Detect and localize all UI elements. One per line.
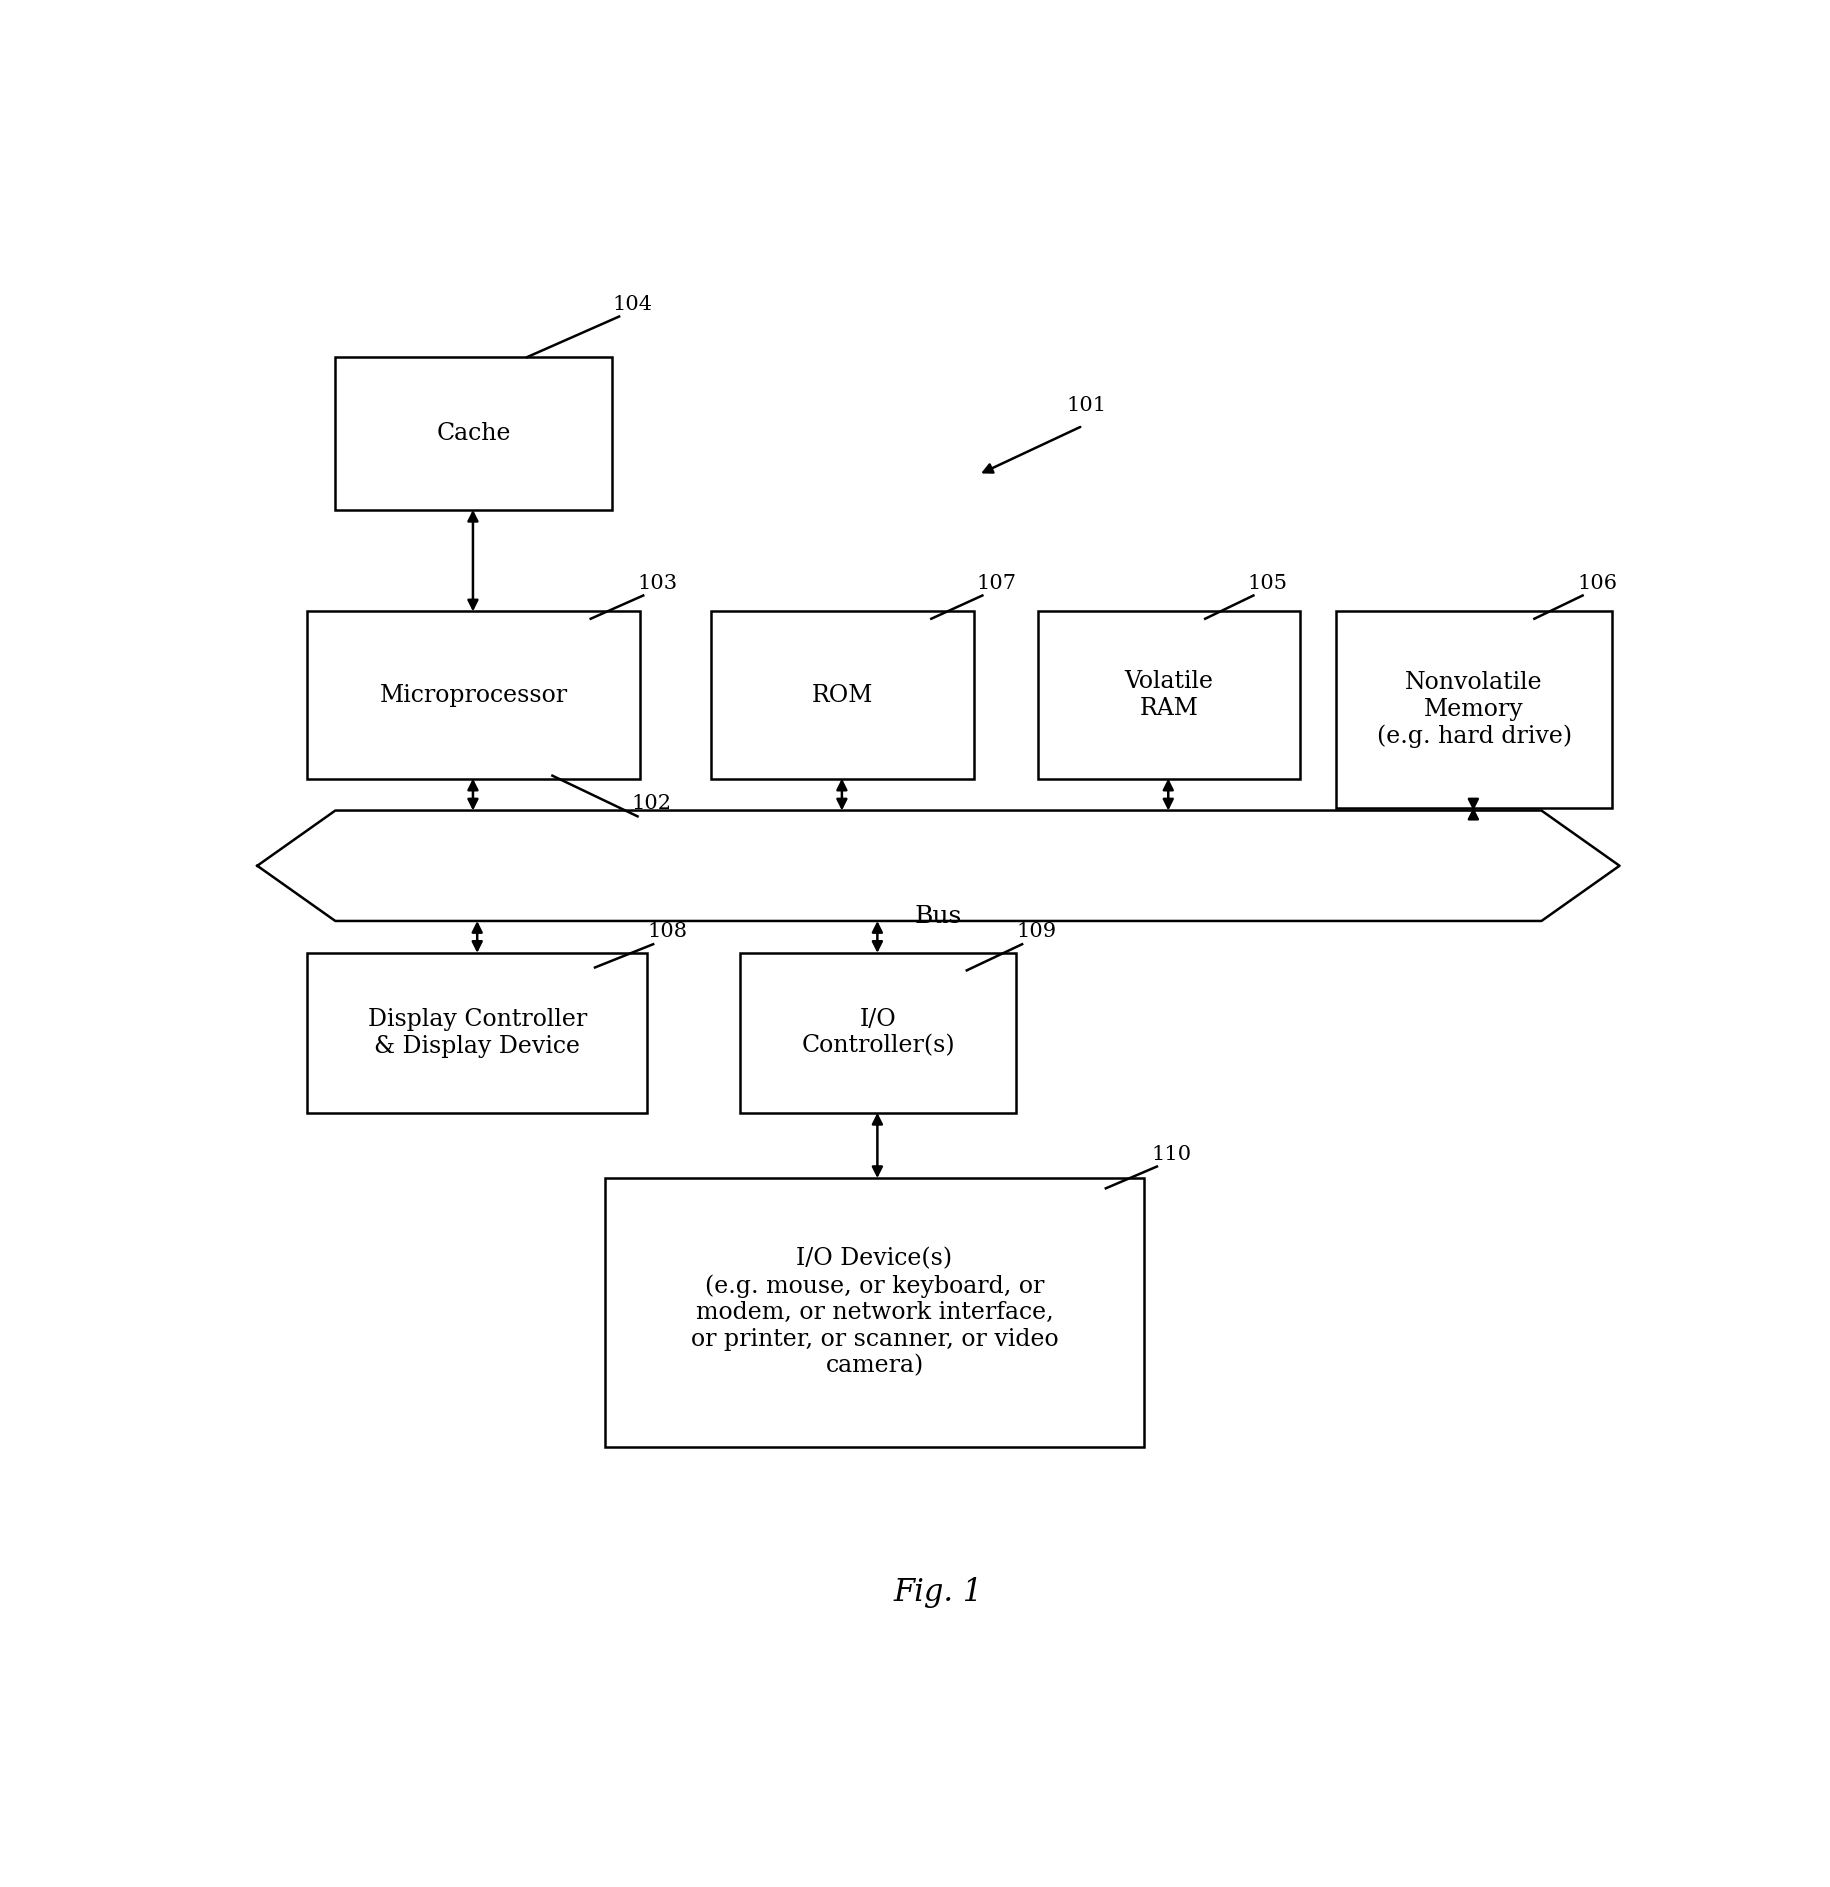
Text: Nonvolatile
Memory
(e.g. hard drive): Nonvolatile Memory (e.g. hard drive) [1376, 672, 1570, 747]
Text: Cache: Cache [436, 423, 511, 445]
Text: 104: 104 [611, 294, 651, 313]
Text: 102: 102 [631, 794, 672, 813]
Text: 105: 105 [1246, 574, 1286, 593]
Text: Fig. 1: Fig. 1 [893, 1578, 983, 1608]
Text: I/O Device(s)
(e.g. mouse, or keyboard, or
modem, or network interface,
or print: I/O Device(s) (e.g. mouse, or keyboard, … [690, 1247, 1058, 1378]
Text: Volatile
RAM: Volatile RAM [1124, 670, 1213, 719]
Text: 101: 101 [1065, 396, 1105, 415]
Text: Bus: Bus [915, 906, 961, 928]
Bar [710, 611, 974, 779]
Bar [739, 953, 1016, 1113]
Text: 106: 106 [1576, 574, 1616, 593]
Text: 108: 108 [648, 923, 686, 942]
Bar [335, 357, 611, 509]
Bar [604, 1177, 1144, 1447]
Text: ROM: ROM [811, 683, 873, 706]
Text: Display Controller
& Display Device: Display Controller & Display Device [368, 1008, 586, 1057]
Text: 103: 103 [637, 574, 677, 593]
Bar [1336, 611, 1612, 808]
Text: 109: 109 [1016, 923, 1056, 942]
Bar [1038, 611, 1299, 779]
Text: I/O
Controller(s): I/O Controller(s) [802, 1008, 955, 1057]
Text: Microprocessor: Microprocessor [379, 683, 567, 706]
Bar [307, 953, 648, 1113]
Text: 110: 110 [1151, 1145, 1191, 1164]
Bar [307, 611, 640, 779]
Text: 107: 107 [975, 574, 1016, 593]
